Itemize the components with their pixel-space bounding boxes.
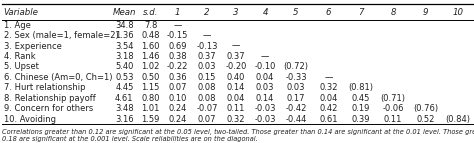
Text: 0.04: 0.04	[319, 94, 337, 103]
Text: s.d.: s.d.	[143, 8, 158, 17]
Text: Variable: Variable	[4, 8, 39, 17]
Text: 0.11: 0.11	[227, 104, 245, 113]
Text: 8: 8	[390, 8, 396, 17]
Text: -0.42: -0.42	[285, 104, 307, 113]
Text: 0.42: 0.42	[319, 104, 337, 113]
Text: 0.08: 0.08	[198, 83, 216, 92]
Text: 1. Age: 1. Age	[4, 21, 31, 30]
Text: -0.20: -0.20	[225, 62, 246, 72]
Text: -0.13: -0.13	[196, 42, 218, 51]
Text: 0.07: 0.07	[198, 115, 216, 124]
Text: 2. Sex (male=1, female=2): 2. Sex (male=1, female=2)	[4, 31, 118, 40]
Text: 6. Chinese (Am=0, Ch=1): 6. Chinese (Am=0, Ch=1)	[4, 73, 112, 82]
Text: -0.44: -0.44	[285, 115, 307, 124]
Text: -0.03: -0.03	[255, 104, 276, 113]
Text: 0.14: 0.14	[227, 83, 245, 92]
Text: 0.40: 0.40	[227, 73, 245, 82]
Text: 4: 4	[263, 8, 268, 17]
Text: 1.59: 1.59	[142, 115, 160, 124]
Text: 5.40: 5.40	[115, 62, 134, 72]
Text: 9: 9	[423, 8, 428, 17]
Text: 0.17: 0.17	[287, 94, 305, 103]
Text: 3.54: 3.54	[115, 42, 134, 51]
Text: 0.03: 0.03	[287, 83, 305, 92]
Text: 9. Concern for others: 9. Concern for others	[4, 104, 93, 113]
Text: 0.24: 0.24	[169, 115, 187, 124]
Text: 2: 2	[204, 8, 210, 17]
Text: 0.32: 0.32	[227, 115, 245, 124]
Text: (0.71): (0.71)	[381, 94, 406, 103]
Text: 0.10: 0.10	[169, 94, 187, 103]
Text: -0.15: -0.15	[167, 31, 189, 40]
Text: 0.15: 0.15	[198, 73, 216, 82]
Text: 3: 3	[233, 8, 239, 17]
Text: —: —	[261, 52, 269, 61]
Text: -0.07: -0.07	[196, 104, 218, 113]
Text: (0.72): (0.72)	[283, 62, 309, 72]
Text: —: —	[232, 42, 240, 51]
Text: 0.37: 0.37	[198, 52, 216, 61]
Text: 0.03: 0.03	[256, 83, 274, 92]
Text: 0.03: 0.03	[198, 62, 216, 72]
Text: 0.39: 0.39	[351, 115, 370, 124]
Text: 0.69: 0.69	[168, 42, 187, 51]
Text: -0.10: -0.10	[255, 62, 276, 72]
Text: 0.04: 0.04	[256, 73, 274, 82]
Text: -0.06: -0.06	[383, 104, 404, 113]
Text: 8. Relationship payoff: 8. Relationship payoff	[4, 94, 96, 103]
Text: 1: 1	[175, 8, 181, 17]
Text: 3. Experience: 3. Experience	[4, 42, 62, 51]
Text: 1.15: 1.15	[142, 83, 160, 92]
Text: -0.03: -0.03	[255, 115, 276, 124]
Text: 3.48: 3.48	[115, 104, 134, 113]
Text: 0.80: 0.80	[142, 94, 160, 103]
Text: —: —	[203, 31, 211, 40]
Text: 7. Hurt relationship: 7. Hurt relationship	[4, 83, 85, 92]
Text: 6: 6	[326, 8, 331, 17]
Text: 0.48: 0.48	[142, 31, 160, 40]
Text: 0.38: 0.38	[168, 52, 187, 61]
Text: 4.45: 4.45	[115, 83, 134, 92]
Text: 0.32: 0.32	[319, 83, 337, 92]
Text: 0.08: 0.08	[198, 94, 216, 103]
Text: 4. Rank: 4. Rank	[4, 52, 36, 61]
Text: 1.01: 1.01	[142, 104, 160, 113]
Text: -0.22: -0.22	[167, 62, 189, 72]
Text: 0.50: 0.50	[142, 73, 160, 82]
Text: 0.24: 0.24	[169, 104, 187, 113]
Text: 0.04: 0.04	[227, 94, 245, 103]
Text: 5. Upset: 5. Upset	[4, 62, 39, 72]
Text: 3.18: 3.18	[115, 52, 134, 61]
Text: Correlations greater than 0.12 are significant at the 0.05 level, two-tailed. Th: Correlations greater than 0.12 are signi…	[2, 129, 474, 142]
Text: Mean: Mean	[112, 8, 136, 17]
Text: 7: 7	[358, 8, 364, 17]
Text: (0.76): (0.76)	[413, 104, 438, 113]
Text: 5: 5	[293, 8, 299, 17]
Text: —: —	[173, 21, 182, 30]
Text: 0.19: 0.19	[352, 104, 370, 113]
Text: 10: 10	[452, 8, 463, 17]
Text: (0.84): (0.84)	[445, 115, 470, 124]
Text: 0.61: 0.61	[319, 115, 337, 124]
Text: 1.46: 1.46	[142, 52, 160, 61]
Text: 1.36: 1.36	[115, 31, 134, 40]
Text: 0.37: 0.37	[227, 52, 246, 61]
Text: -0.33: -0.33	[285, 73, 307, 82]
Text: 0.36: 0.36	[168, 73, 187, 82]
Text: 0.11: 0.11	[384, 115, 402, 124]
Text: 1.02: 1.02	[142, 62, 160, 72]
Text: 3.16: 3.16	[115, 115, 134, 124]
Text: —: —	[324, 73, 332, 82]
Text: 0.53: 0.53	[115, 73, 134, 82]
Text: 7.8: 7.8	[144, 21, 157, 30]
Text: 1.60: 1.60	[142, 42, 160, 51]
Text: 34.8: 34.8	[115, 21, 134, 30]
Text: 0.07: 0.07	[168, 83, 187, 92]
Text: 0.52: 0.52	[416, 115, 435, 124]
Text: 0.14: 0.14	[256, 94, 274, 103]
Text: (0.81): (0.81)	[348, 83, 373, 92]
Text: 0.45: 0.45	[352, 94, 370, 103]
Text: 10. Avoiding: 10. Avoiding	[4, 115, 56, 124]
Text: 4.61: 4.61	[115, 94, 134, 103]
